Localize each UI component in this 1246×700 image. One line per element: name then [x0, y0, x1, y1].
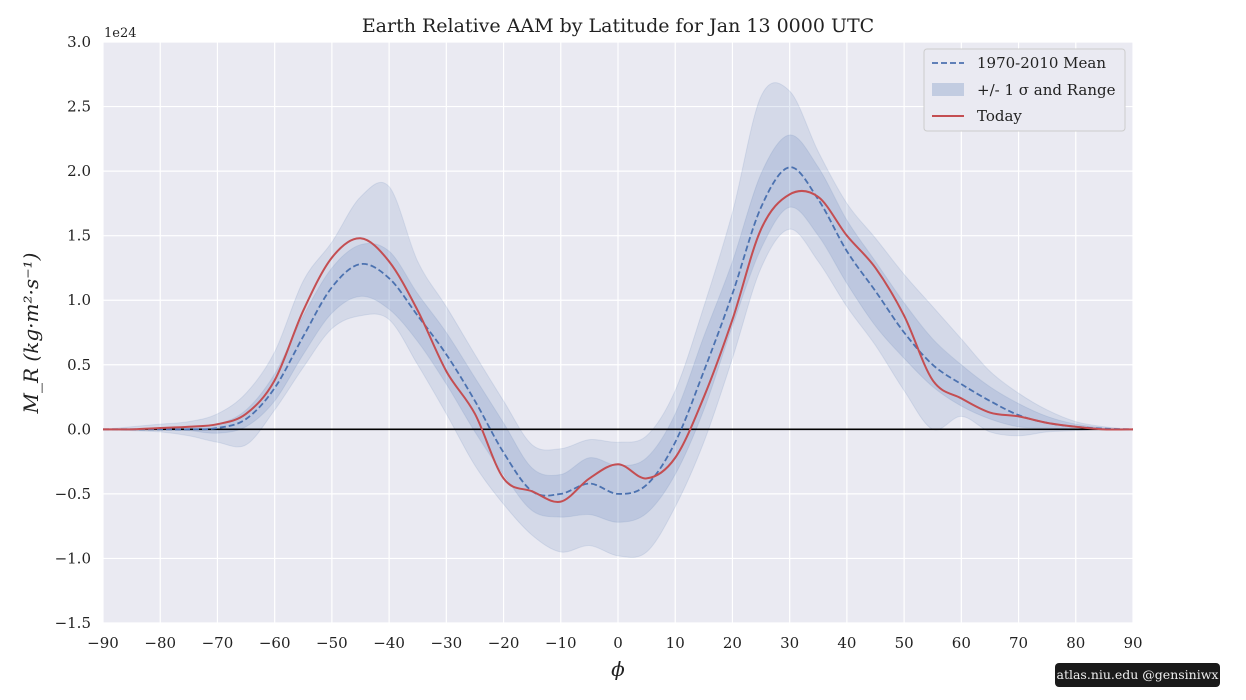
x-tick-label: 90	[1123, 634, 1142, 652]
x-tick-label: 40	[837, 634, 856, 652]
legend-band-label: +/- 1 σ and Range	[977, 81, 1116, 99]
y-tick-label: 0.5	[67, 356, 91, 374]
y-tick-label: −1.0	[55, 549, 91, 567]
x-tick-label: −80	[144, 634, 176, 652]
x-tick-label: −90	[87, 634, 119, 652]
legend-mean-label: 1970-2010 Mean	[977, 54, 1106, 72]
x-tick-label: 80	[1066, 634, 1085, 652]
y-tick-label: 3.0	[67, 33, 91, 51]
x-tick-label: −40	[373, 634, 405, 652]
x-tick-label: −20	[488, 634, 520, 652]
legend: 1970-2010 Mean +/- 1 σ and Range Today	[923, 48, 1126, 132]
y-offset-label: 1e24	[104, 26, 137, 41]
x-tick-label: 20	[723, 634, 742, 652]
chart-title: Earth Relative AAM by Latitude for Jan 1…	[362, 15, 874, 37]
y-axis-label: M_R (kg·m²·s⁻¹)	[19, 253, 43, 415]
y-tick-label: −0.5	[55, 485, 91, 503]
y-tick-label: −1.5	[55, 614, 91, 632]
y-tick-label: 2.5	[67, 98, 91, 116]
x-axis-label: ϕ	[611, 657, 625, 681]
x-tick-label: 10	[666, 634, 685, 652]
legend-box	[923, 48, 1126, 132]
x-tick-label: 30	[780, 634, 799, 652]
y-tick-label: 0.0	[67, 420, 91, 438]
x-tick-labels: −90 −80 −70 −60 −50 −40 −30 −20 −10 0 10 20 30 40 50 60…	[87, 634, 1142, 652]
legend-band-swatch	[932, 83, 964, 96]
x-tick-label: −70	[202, 634, 234, 652]
y-tick-labels: −1.5 −1.0 −0.5 0.0 0.5 1.0 1.5 2.0 2.5 3.0	[55, 33, 91, 632]
x-tick-label: 0	[613, 634, 623, 652]
credit-badge: atlas.niu.edu @gensiniwx	[1055, 663, 1220, 687]
legend-today-label: Today	[977, 107, 1022, 125]
today-series-line	[102, 189, 1134, 503]
y-tick-label: 1.5	[67, 227, 91, 245]
x-tick-label: −10	[545, 634, 577, 652]
x-tick-label: −30	[431, 634, 463, 652]
y-tick-label: 1.0	[67, 291, 91, 309]
x-tick-label: −50	[316, 634, 348, 652]
x-tick-label: 50	[895, 634, 914, 652]
x-tick-label: 60	[952, 634, 971, 652]
x-tick-label: −60	[259, 634, 291, 652]
y-tick-label: 2.0	[67, 162, 91, 180]
x-tick-label: 70	[1009, 634, 1028, 652]
